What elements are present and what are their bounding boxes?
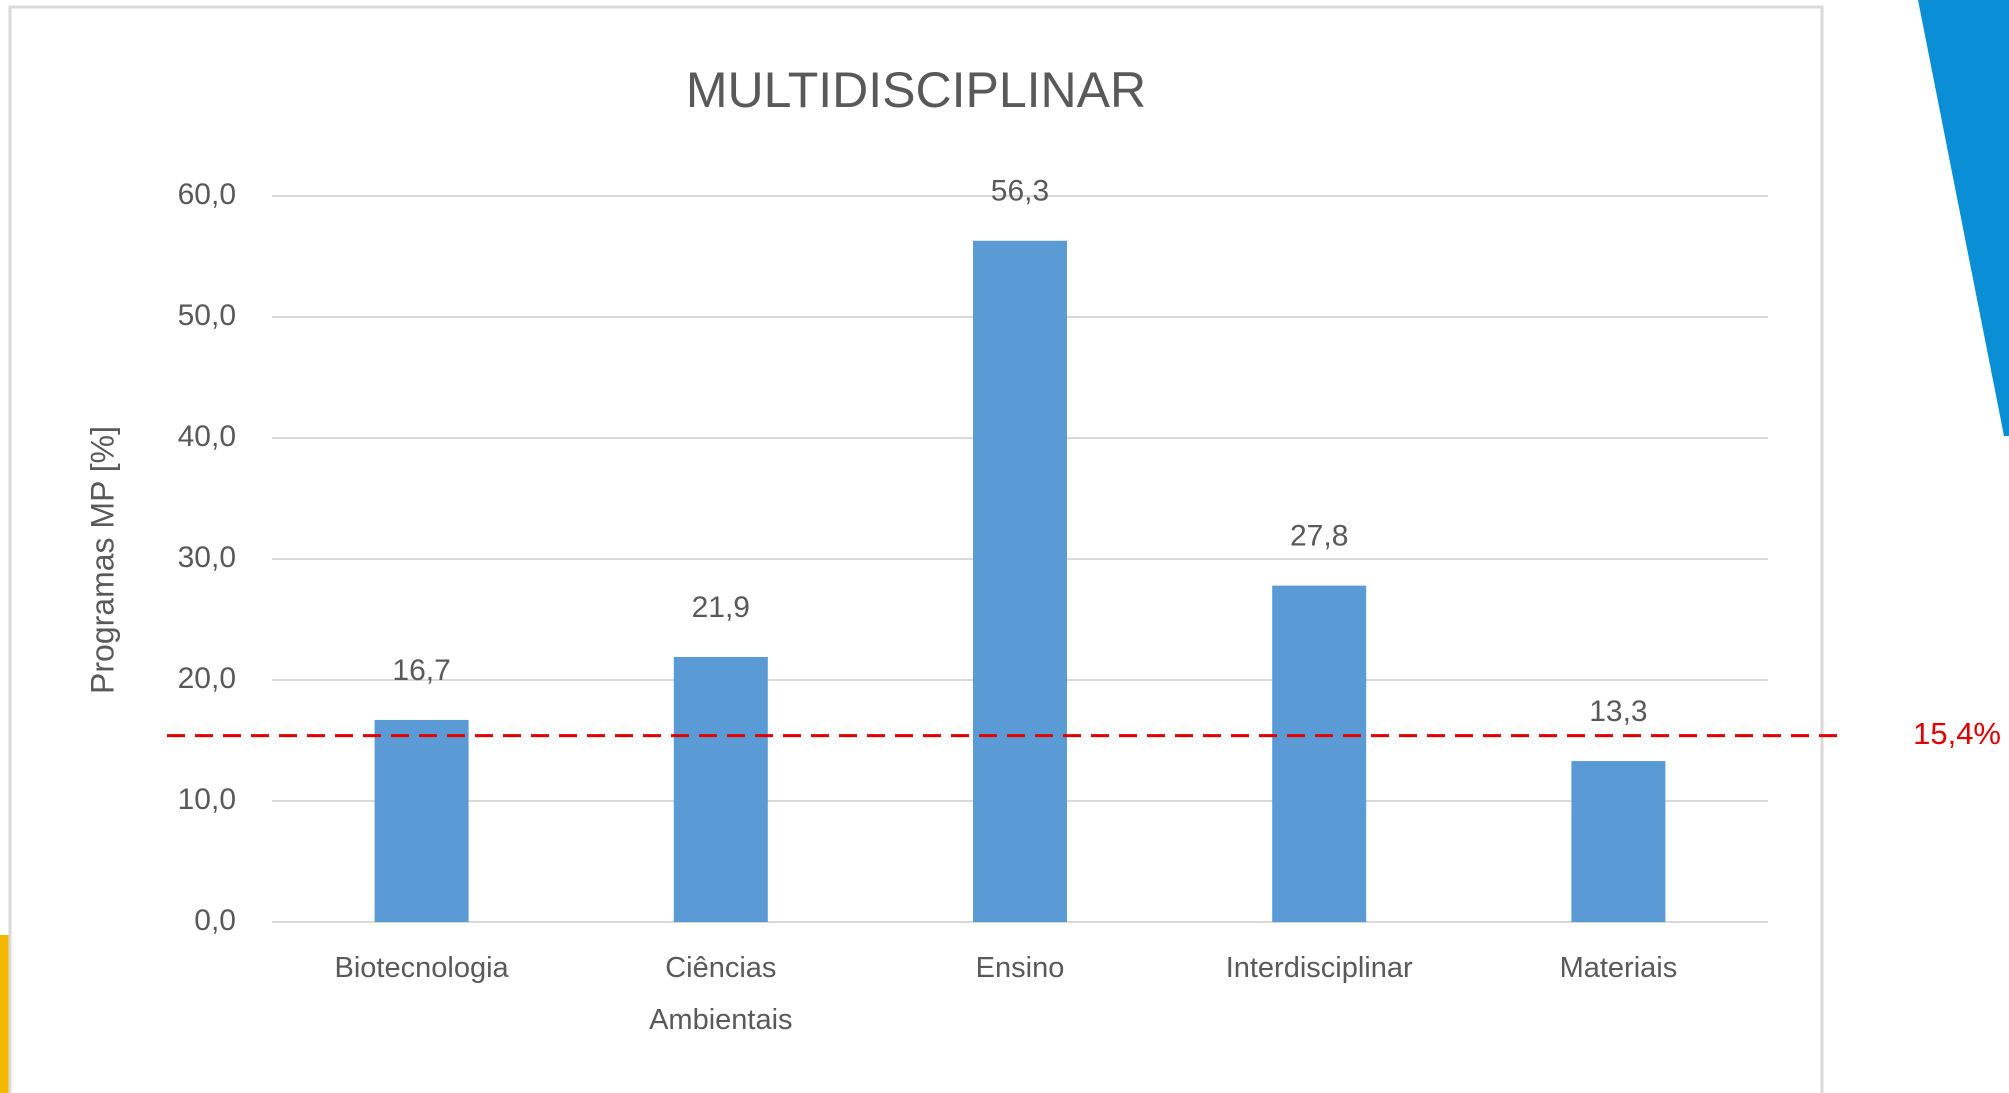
data-label: 21,9: [692, 591, 750, 624]
bar: [973, 240, 1067, 922]
x-tick-label: Materiais: [1559, 952, 1678, 984]
decor-shape: [1918, 0, 2009, 436]
y-tick-label: 50,0: [178, 299, 236, 332]
data-label: 16,7: [392, 654, 450, 687]
bar: [673, 657, 768, 922]
bar: [374, 719, 469, 922]
y-tick-label: 0,0: [194, 904, 236, 937]
data-label: 13,3: [1589, 695, 1647, 728]
x-tick-label: Ensino: [975, 952, 1065, 984]
y-tick-label: 30,0: [178, 541, 236, 574]
x-tick-label: Ciências Ambientais: [649, 952, 793, 1036]
y-tick-label: 20,0: [178, 662, 236, 695]
decor-shape: [0, 935, 10, 1093]
y-tick-label: 10,0: [178, 783, 236, 816]
bar: [1272, 585, 1367, 922]
data-label: 56,3: [991, 175, 1049, 208]
data-label: 27,8: [1290, 520, 1348, 553]
y-axis-label: Programas MP [%]: [84, 426, 120, 694]
reference-label: 15,4%: [1913, 716, 2001, 751]
y-tick-label: 60,0: [178, 178, 236, 211]
y-tick-label: 40,0: [178, 420, 236, 453]
chart-frame: [8, 5, 1824, 1093]
chart-title: MULTIDISCIPLINAR: [686, 62, 1146, 118]
x-tick-label: Interdisciplinar: [1225, 952, 1413, 984]
x-tick-label: Biotecnologia: [334, 952, 509, 984]
bar: [1571, 761, 1666, 922]
